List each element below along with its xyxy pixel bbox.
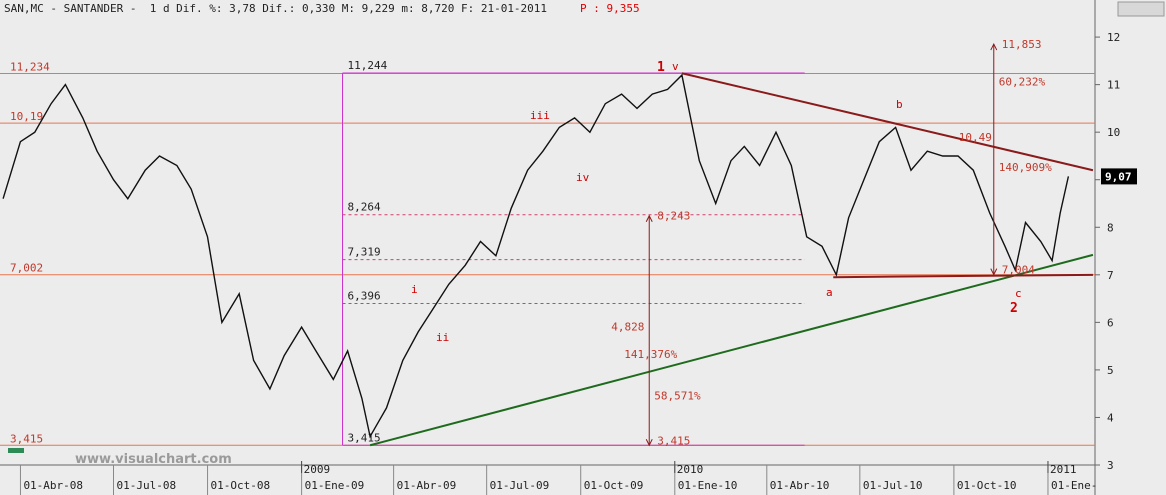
wave-label: ii — [436, 331, 449, 344]
wave-label: a — [826, 286, 833, 299]
y-tick-label: 8 — [1107, 221, 1114, 234]
x-tick-label: 01-Ene-10 — [678, 479, 738, 492]
measure-top: 8,243 — [657, 210, 690, 223]
level-label: 11,234 — [10, 61, 50, 74]
wave-label: 2 — [1010, 301, 1018, 316]
trendline — [833, 273, 1093, 279]
y-tick-label: 3 — [1107, 459, 1114, 472]
arrow — [645, 214, 653, 222]
measure-text: 58,571% — [654, 389, 701, 402]
fib-label: 6,396 — [348, 290, 381, 303]
measure-bottom: 3,415 — [657, 434, 690, 447]
arrow — [645, 439, 653, 447]
x-tick-label: 01-Jul-09 — [490, 479, 550, 492]
x-tick-label: 01-Oct-10 — [957, 479, 1017, 492]
x-tick-label: 01-Abr-09 — [397, 479, 457, 492]
x-tick-label: 01-Ene-09 — [305, 479, 365, 492]
plot-area — [0, 0, 1095, 465]
y-tick-label: 11 — [1107, 79, 1120, 92]
header-price: P : 9,355 — [580, 2, 640, 15]
marker — [8, 448, 24, 453]
wave-label: c — [1015, 287, 1022, 300]
trendline — [681, 72, 1094, 172]
x-tick-label: 01-Oct-08 — [211, 479, 271, 492]
level-label: 10,19 — [10, 110, 43, 123]
measure-text: 10,49 — [959, 131, 992, 144]
x-tick-label: 01-Oct-09 — [584, 479, 644, 492]
y-tick-label: 6 — [1107, 316, 1114, 329]
measure-text: 140,909% — [999, 161, 1052, 174]
wave-label: 1 — [657, 60, 665, 75]
wave-label: b — [896, 98, 903, 111]
last-price-label: 9,07 — [1105, 170, 1132, 183]
arrow — [990, 42, 998, 51]
x-tick-label: 01-Abr-08 — [23, 479, 83, 492]
wave-label: iv — [576, 171, 590, 184]
measure-top: 11,853 — [1002, 38, 1042, 51]
wave-label: i — [411, 283, 418, 296]
measure-text: 60,232% — [999, 76, 1046, 89]
x-tick-label: 01-Jul-10 — [863, 479, 923, 492]
y-tick-label: 7 — [1107, 269, 1114, 282]
fib-label: 3,415 — [348, 431, 381, 444]
measure-text: 141,376% — [624, 348, 677, 361]
fib-label: 8,264 — [348, 201, 381, 214]
trendline — [369, 253, 1094, 447]
watermark: www.visualchart.com — [75, 452, 232, 467]
level-label: 3,415 — [10, 432, 43, 445]
y-tick-label: 12 — [1107, 31, 1120, 44]
fib-label: 7,319 — [348, 246, 381, 259]
price-line — [2, 73, 1070, 439]
y-tick-label: 10 — [1107, 126, 1120, 139]
year-label: 2009 — [304, 463, 331, 476]
wave-label: iii — [530, 109, 550, 122]
year-label: 2010 — [677, 463, 704, 476]
last-price-box — [1101, 168, 1137, 185]
level-label: 7,002 — [10, 262, 43, 275]
window-buttons[interactable] — [1117, 1, 1165, 17]
arrow — [990, 268, 998, 276]
measure-bottom: 7,004 — [1002, 264, 1035, 277]
x-tick-label: 01-Abr-10 — [770, 479, 830, 492]
y-tick-label: 4 — [1107, 411, 1114, 424]
x-tick-label: 01-Jul-08 — [116, 479, 176, 492]
header: SAN,MC - SANTANDER - 1 d Dif. %: 3,78 Di… — [4, 2, 547, 15]
measure-text: 4,828 — [611, 320, 644, 333]
year-label: 2011 — [1050, 463, 1077, 476]
fib-label: 11,244 — [348, 59, 388, 72]
x-tick-label: 01-Ene- — [1051, 479, 1097, 492]
wave-label: v — [672, 60, 679, 73]
y-tick-label: 5 — [1107, 364, 1114, 377]
